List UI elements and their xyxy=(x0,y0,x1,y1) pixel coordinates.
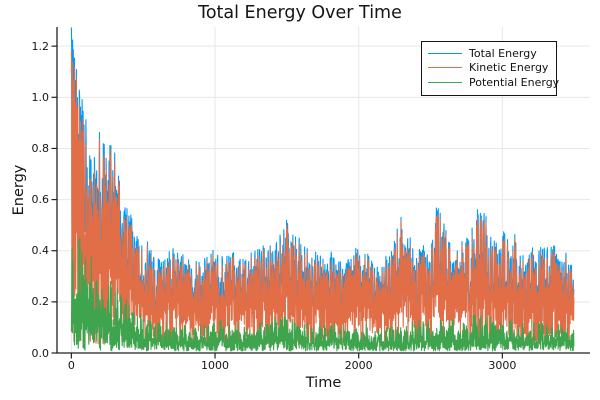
x-tick-label: 1000 xyxy=(201,359,230,372)
legend-line-sample-total xyxy=(428,52,462,54)
legend-label-potential: Potential Energy xyxy=(469,75,560,89)
legend-label-total: Total Energy xyxy=(469,46,537,60)
y-tick-label: 1.2 xyxy=(31,39,50,53)
y-tick-label: 0.2 xyxy=(31,295,50,309)
y-tick-label: 0.0 xyxy=(31,346,50,360)
legend: Total Energy Kinetic Energy Potential En… xyxy=(421,41,559,96)
legend-label-kinetic: Kinetic Energy xyxy=(469,61,549,75)
y-tick-label: 0.6 xyxy=(31,193,50,207)
chart-title: Total Energy Over Time xyxy=(198,3,402,23)
series-line-potential-energy xyxy=(70,237,575,352)
legend-line-sample-kinetic xyxy=(428,67,462,69)
y-tick-label: 0.4 xyxy=(31,244,50,258)
legend-item-potential-energy: Potential Energy xyxy=(428,75,559,90)
x-tick-label: 0 xyxy=(67,359,75,372)
x-axis-label: Time xyxy=(305,375,342,391)
y-tick-label: 0.8 xyxy=(31,141,50,155)
y-tick-label: 1.0 xyxy=(31,90,50,104)
legend-item-total-energy: Total Energy xyxy=(428,46,552,61)
legend-item-kinetic-energy: Kinetic Energy xyxy=(428,61,552,76)
legend-line-sample-potential xyxy=(428,81,462,83)
x-tick-label: 3000 xyxy=(488,359,517,372)
x-tick-label: 2000 xyxy=(344,359,373,372)
